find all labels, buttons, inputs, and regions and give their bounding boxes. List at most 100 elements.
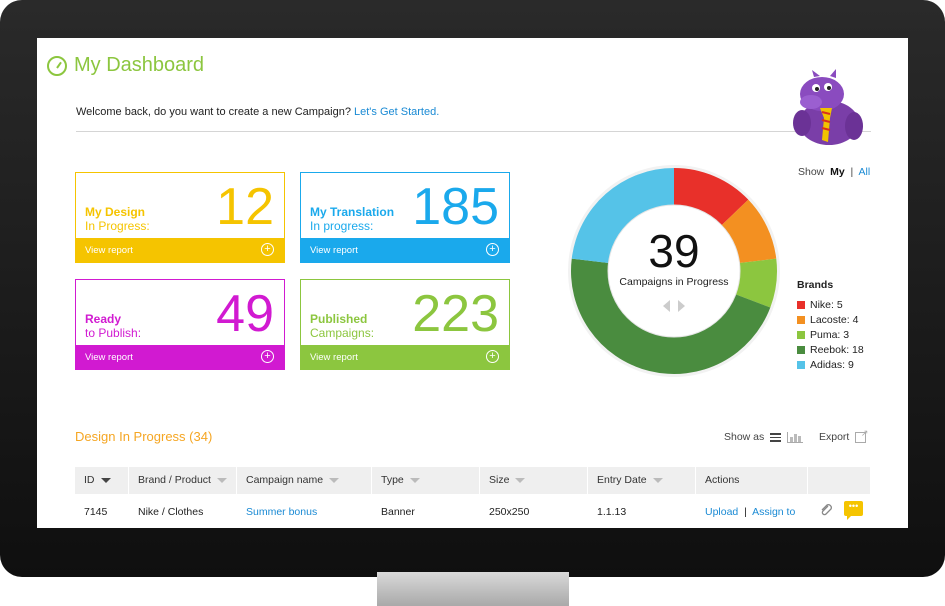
list-view-icon[interactable] <box>770 432 782 442</box>
card-label: Published <box>310 312 368 326</box>
toggle-separator: | <box>850 166 854 178</box>
donut-center-label: Campaigns in Progress <box>619 276 728 288</box>
view-report-button[interactable]: View report + <box>301 238 509 262</box>
legend-label: Reebok: 18 <box>810 343 864 356</box>
campaigns-donut-chart: 39 Campaigns in Progress <box>568 165 780 377</box>
legend-item-nike: Nike: 5 <box>797 297 864 312</box>
legend-item-puma: Puma: 3 <box>797 327 864 342</box>
comment-icon[interactable]: ••• <box>844 501 863 520</box>
column-header-extra <box>808 467 870 494</box>
cell-date: 1.1.13 <box>597 506 627 518</box>
donut-slice-puma <box>735 258 777 308</box>
show-as-label: Show as <box>724 431 765 443</box>
action-separator: | <box>744 506 747 518</box>
card-sublabel: In progress: <box>310 219 374 233</box>
donut-slice-lacoste <box>721 199 777 264</box>
legend-swatch <box>797 330 805 339</box>
card-label: My Design <box>85 205 146 219</box>
legend-label: Nike: 5 <box>810 298 843 311</box>
card-label: My Translation <box>310 205 395 219</box>
donut-slice-nike <box>674 168 749 226</box>
paperclip-icon[interactable] <box>819 503 833 517</box>
column-header-brand[interactable]: Brand / Product <box>129 467 237 494</box>
view-report-button[interactable]: View report + <box>301 345 509 369</box>
plus-circle-icon[interactable]: + <box>486 243 499 256</box>
table-header: ID Brand / Product Campaign name Type Si… <box>75 467 870 494</box>
column-header-actions: Actions <box>696 467 808 494</box>
legend-swatch <box>797 360 805 369</box>
view-report-label: View report <box>85 245 133 256</box>
show-my-option[interactable]: My <box>830 166 845 178</box>
sort-icon[interactable] <box>329 477 340 483</box>
legend-label: Lacoste: 4 <box>810 313 859 326</box>
title-row: My Dashboard <box>47 54 204 77</box>
plus-circle-icon[interactable]: + <box>261 243 274 256</box>
export-icon <box>855 428 868 443</box>
legend-title: Brands <box>797 279 834 291</box>
table-row: 7145 Nike / Clothes Summer bonus Banner … <box>75 500 870 524</box>
view-report-label: View report <box>310 245 358 256</box>
column-header-entry-date[interactable]: Entry Date <box>588 467 696 494</box>
prev-arrow-icon[interactable] <box>663 300 670 312</box>
card-value: 12 <box>216 178 274 236</box>
card-value: 223 <box>412 285 499 343</box>
legend-item-lacoste: Lacoste: 4 <box>797 312 864 327</box>
view-report-button[interactable]: View report + <box>76 238 284 262</box>
assign-to-link[interactable]: Assign to <box>752 506 796 518</box>
sort-icon[interactable] <box>216 477 227 483</box>
card-my-translation: My Translation In progress: 185 View rep… <box>300 172 510 263</box>
chart-view-icon[interactable] <box>787 431 804 443</box>
legend-label: Puma: 3 <box>810 328 850 341</box>
sort-icon[interactable] <box>515 477 526 483</box>
cell-id: 7145 <box>84 506 108 518</box>
legend-swatch <box>797 345 805 354</box>
card-value: 49 <box>216 285 274 343</box>
next-arrow-icon[interactable] <box>678 300 685 312</box>
legend-item-reebok: Reebok: 18 <box>797 342 864 357</box>
card-published: Published Campaigns: 223 View report + <box>300 279 510 370</box>
cell-brand: Nike / Clothes <box>138 506 204 518</box>
view-report-button[interactable]: View report + <box>76 345 284 369</box>
view-report-label: View report <box>310 352 358 363</box>
show-all-option[interactable]: All <box>858 166 871 178</box>
sort-icon[interactable] <box>652 477 663 483</box>
plus-circle-icon[interactable]: + <box>261 350 274 363</box>
welcome-text: Welcome back, do you want to create a ne… <box>76 106 351 118</box>
show-as-controls: Show as <box>724 431 804 443</box>
cell-size: 250x250 <box>489 506 530 518</box>
campaign-link[interactable]: Summer bonus <box>246 506 318 518</box>
sort-icon[interactable] <box>409 477 420 483</box>
cell-actions: Upload | Assign to <box>696 500 808 524</box>
get-started-link[interactable]: Let's Get Started. <box>354 106 440 118</box>
export-label: Export <box>819 431 850 443</box>
column-header-size[interactable]: Size <box>480 467 588 494</box>
brands-legend: Brands Nike: 5 Lacoste: 4 Puma: 3 Reebok: 1… <box>797 279 864 372</box>
cell-type: Banner <box>381 506 415 518</box>
card-sublabel: to Publish: <box>85 326 142 340</box>
upload-link[interactable]: Upload <box>705 506 739 518</box>
donut-center-value: 39 <box>648 225 699 277</box>
card-my-design: My Design In Progress: 12 View report + <box>75 172 285 263</box>
sort-down-icon[interactable] <box>100 477 111 483</box>
column-header-type[interactable]: Type <box>372 467 480 494</box>
view-report-label: View report <box>85 352 133 363</box>
donut-slice-reebok <box>571 258 771 374</box>
section-title: Design In Progress (34) <box>75 429 213 444</box>
legend-label: Adidas: 9 <box>810 358 854 371</box>
show-toggle: Show My | All <box>798 166 870 178</box>
page-title: My Dashboard <box>74 54 205 76</box>
export-button[interactable]: Export <box>819 428 868 444</box>
card-sublabel: In Progress: <box>85 219 150 233</box>
plus-circle-icon[interactable]: + <box>486 350 499 363</box>
mascot-illustration <box>793 69 863 145</box>
dashboard-screen: My Dashboard Welcome back, do you want t… <box>37 38 908 528</box>
speedometer-icon <box>47 55 67 76</box>
column-header-campaign[interactable]: Campaign name <box>237 467 372 494</box>
monitor-stand <box>377 572 569 606</box>
card-ready-to-publish: Ready to Publish: 49 View report + <box>75 279 285 370</box>
column-header-id[interactable]: ID <box>75 467 129 494</box>
legend-swatch <box>797 300 805 309</box>
card-sublabel: Campaigns: <box>310 326 375 340</box>
show-label: Show <box>798 166 825 178</box>
welcome-message: Welcome back, do you want to create a ne… <box>76 106 439 118</box>
